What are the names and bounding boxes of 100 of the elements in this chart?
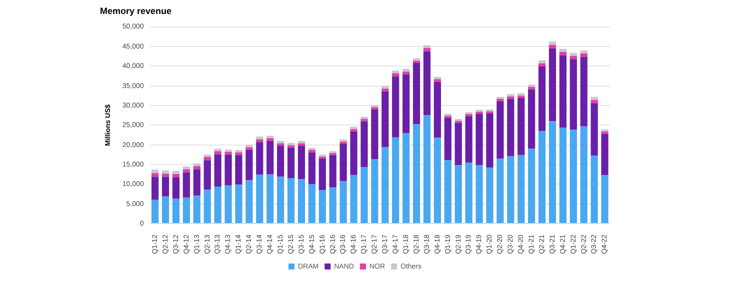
bar [235, 150, 242, 152]
bar [287, 178, 295, 224]
bar [434, 79, 441, 82]
bar [276, 146, 284, 177]
bar [360, 121, 368, 168]
bar [224, 154, 232, 186]
bar [434, 138, 441, 224]
bar [518, 155, 525, 224]
bar [382, 86, 389, 89]
bar [538, 60, 546, 64]
bar [548, 48, 556, 122]
bar [465, 162, 472, 224]
bar [382, 88, 389, 92]
bar [423, 51, 431, 115]
bar [548, 121, 556, 224]
bar [538, 63, 546, 67]
chart-title: Memory revenue [100, 6, 172, 16]
bar [318, 158, 326, 190]
bar [235, 184, 242, 224]
bar [182, 169, 190, 172]
bar [318, 190, 326, 224]
bar [507, 156, 514, 224]
bar [214, 151, 222, 154]
bar [340, 139, 347, 142]
bar [298, 140, 306, 144]
bar [162, 196, 170, 224]
bar [214, 148, 222, 152]
bar [172, 174, 180, 178]
bar [423, 114, 431, 224]
bar [276, 176, 284, 224]
bar [559, 52, 566, 56]
bar [308, 152, 316, 184]
bar [392, 137, 400, 224]
bar [507, 98, 514, 156]
bar [548, 44, 556, 48]
bar [308, 150, 316, 152]
bar [570, 56, 577, 60]
bar [465, 116, 472, 163]
bar [350, 126, 358, 130]
bar [507, 96, 514, 99]
bar [528, 89, 536, 149]
bar [570, 52, 577, 56]
bar [298, 146, 306, 180]
bar [162, 176, 170, 196]
bar [266, 140, 274, 174]
bar [496, 101, 504, 159]
bar [423, 48, 431, 52]
bar [204, 157, 211, 160]
bar [590, 103, 598, 156]
bar [276, 140, 284, 144]
bar [402, 68, 410, 72]
bar [402, 72, 410, 74]
bar [382, 91, 389, 148]
bar [444, 160, 452, 224]
bar [350, 175, 358, 224]
bar [151, 200, 159, 224]
bar [559, 48, 566, 52]
bar [412, 63, 420, 124]
bar [412, 124, 420, 224]
bar [580, 54, 588, 57]
bar [360, 118, 368, 122]
bar [151, 170, 159, 174]
bar [182, 172, 190, 198]
bar [476, 165, 483, 224]
bar [172, 170, 180, 174]
bar [193, 163, 200, 166]
bar [590, 96, 598, 100]
bar [590, 155, 598, 224]
bar [182, 166, 190, 170]
bar [528, 148, 536, 224]
bar [580, 56, 588, 126]
bar [350, 131, 358, 176]
bar [538, 66, 546, 132]
bar [235, 152, 242, 156]
bar [340, 144, 347, 182]
bar [193, 196, 200, 224]
bar [476, 114, 483, 166]
bar [486, 168, 494, 224]
bar [454, 122, 462, 166]
bar [172, 198, 180, 224]
bar [518, 96, 525, 98]
bar [182, 198, 190, 224]
bar [382, 147, 389, 224]
bar [266, 174, 274, 224]
bar [538, 131, 546, 224]
bar [204, 154, 211, 158]
bar [287, 145, 295, 148]
bar [570, 59, 577, 130]
bar [287, 148, 295, 178]
bar [580, 126, 588, 224]
bar [246, 180, 253, 224]
bar [402, 74, 410, 134]
bar [162, 174, 170, 177]
bar [454, 165, 462, 224]
bar [392, 76, 400, 138]
bar [204, 190, 211, 224]
bar [204, 160, 211, 190]
bar [329, 155, 336, 188]
bar [162, 170, 170, 174]
bar [392, 70, 400, 74]
